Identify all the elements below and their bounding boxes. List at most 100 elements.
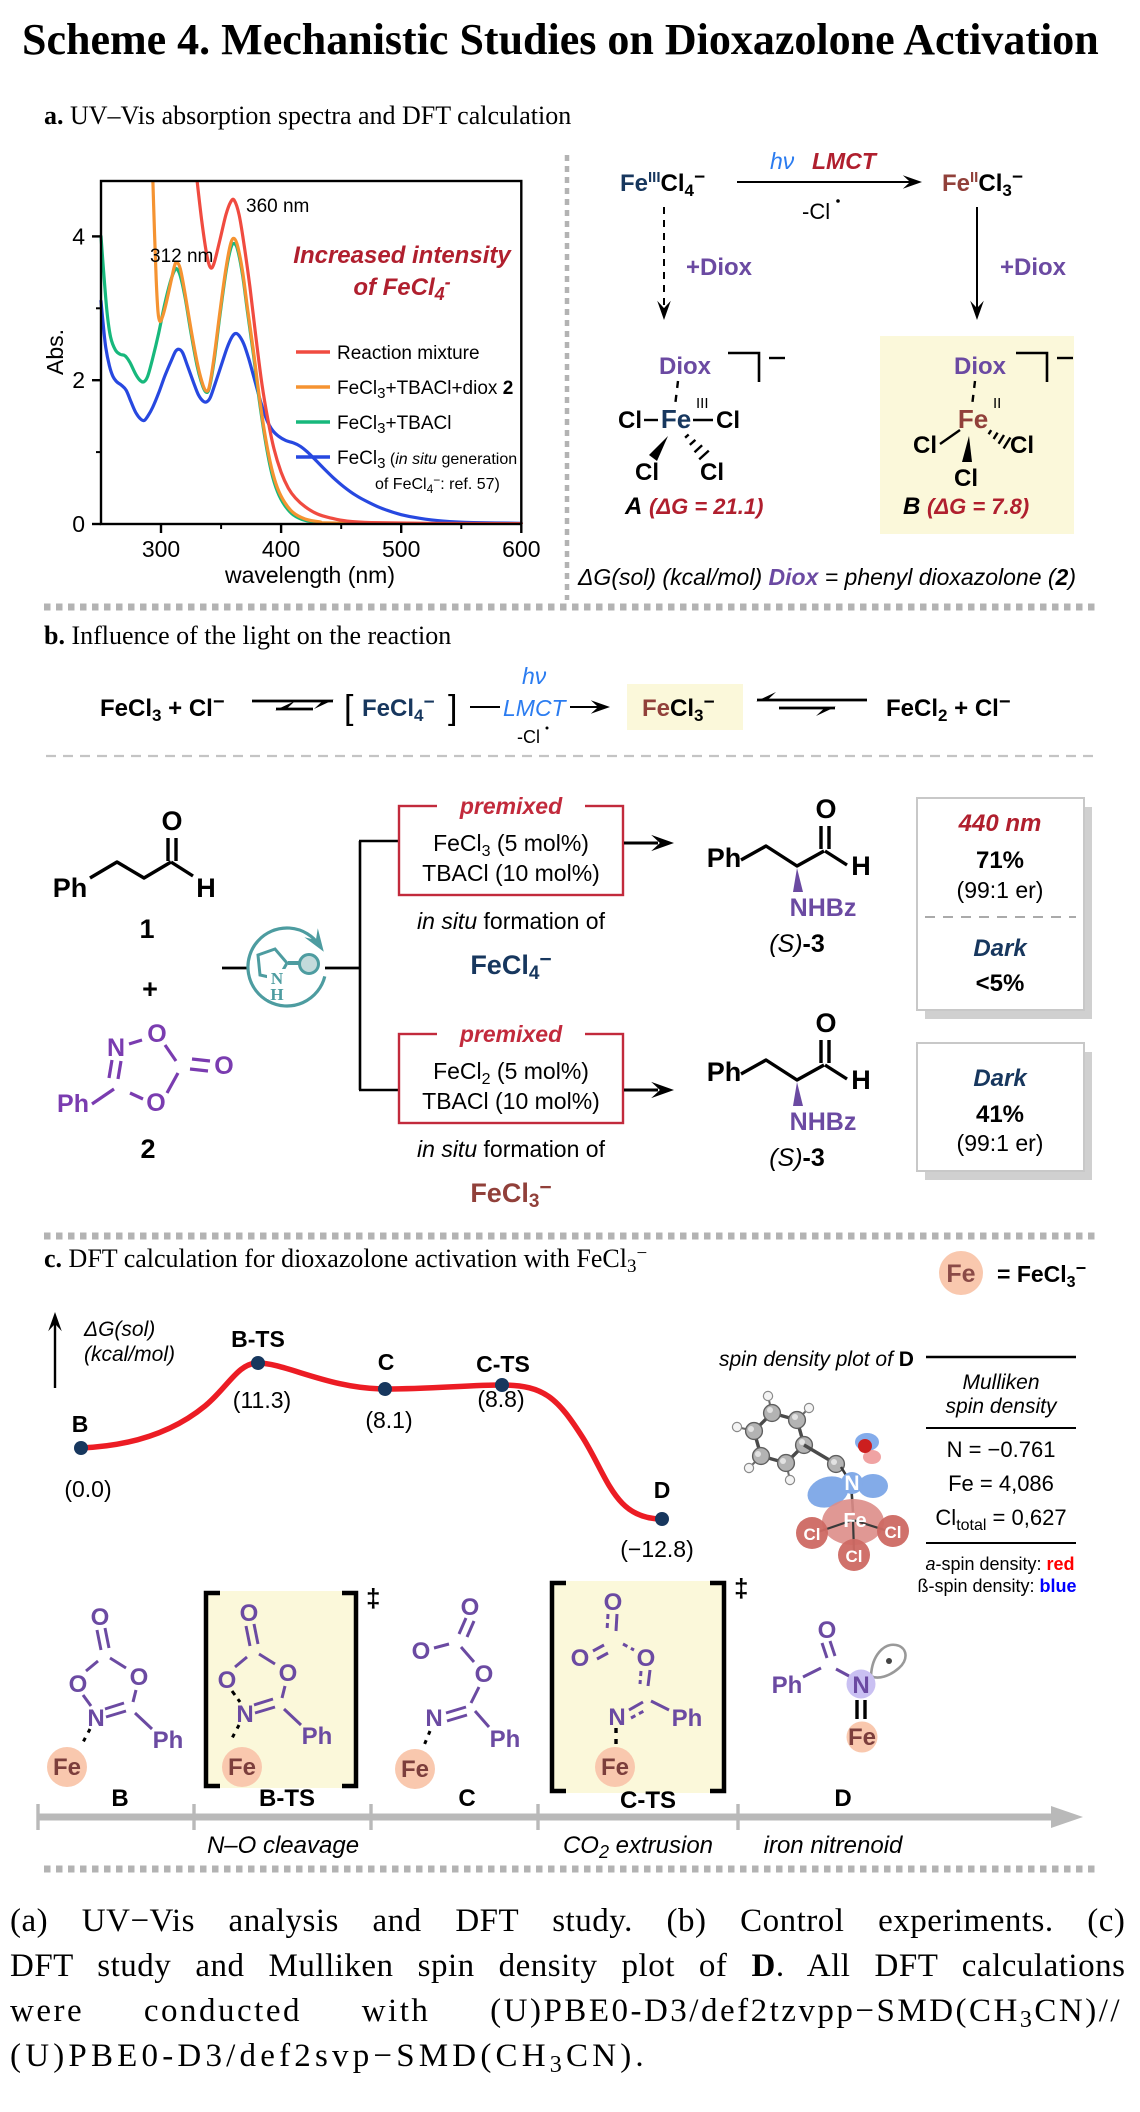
svg-text:O: O xyxy=(147,1020,166,1048)
svg-text:Cltotal = 0,627: Cltotal = 0,627 xyxy=(935,1505,1066,1534)
svg-text:premixed: premixed xyxy=(459,793,563,819)
svg-text:‡: ‡ xyxy=(366,1583,380,1613)
svg-text:Cl: Cl xyxy=(954,465,978,492)
svg-text:O: O xyxy=(815,1008,836,1038)
svg-text:[: [ xyxy=(344,689,354,727)
svg-text:FeCl3+TBACl+diox 2: FeCl3+TBACl+diox 2 xyxy=(337,378,513,402)
svg-text:O: O xyxy=(91,1604,110,1631)
svg-text:C: C xyxy=(378,1349,395,1375)
svg-text:Abs.: Abs. xyxy=(42,329,68,375)
svg-text:FeCl3 (5 mol%): FeCl3 (5 mol%) xyxy=(433,830,589,860)
svg-text:600: 600 xyxy=(502,536,540,562)
svg-text:LMCT: LMCT xyxy=(503,695,568,721)
svg-text:iron nitrenoid: iron nitrenoid xyxy=(764,1832,903,1859)
svg-text:N: N xyxy=(852,1672,869,1699)
svg-text:312 nm: 312 nm xyxy=(150,246,213,267)
svg-text:Fe: Fe xyxy=(601,1754,629,1781)
svg-text:O: O xyxy=(571,1645,590,1672)
svg-text:O: O xyxy=(412,1638,431,1665)
svg-text:Fe: Fe xyxy=(848,1724,876,1751)
svg-text:Cl: Cl xyxy=(913,432,937,459)
svg-text:D: D xyxy=(654,1477,671,1503)
svg-text:400: 400 xyxy=(262,536,300,562)
svg-text:hν: hν xyxy=(770,148,795,174)
svg-text:O: O xyxy=(146,1089,165,1117)
svg-text:TBACl (10 mol%): TBACl (10 mol%) xyxy=(422,860,600,886)
svg-text:FeCl3−: FeCl3− xyxy=(642,692,715,725)
svg-text:O: O xyxy=(218,1667,237,1694)
svg-text:Ph: Ph xyxy=(490,1726,521,1753)
svg-text:wavelength (nm): wavelength (nm) xyxy=(224,562,395,588)
svg-text:O: O xyxy=(815,794,836,824)
svg-text:Fe: Fe xyxy=(843,1510,866,1532)
svg-text:Ph: Ph xyxy=(772,1672,803,1699)
svg-text:in situ formation of: in situ formation of xyxy=(417,908,606,934)
svg-text:(S)-3: (S)-3 xyxy=(769,1144,825,1172)
svg-text:]: ] xyxy=(448,689,457,727)
svg-text:Diox: Diox xyxy=(659,353,712,380)
svg-text:N: N xyxy=(844,1472,859,1495)
svg-text:0: 0 xyxy=(72,511,85,537)
svg-text:360 nm: 360 nm xyxy=(246,196,309,217)
svg-text:N: N xyxy=(107,1034,125,1062)
svg-text:were conducted with (U)PBE0-D3: were conducted with (U)PBE0-D3/def2tzvpp… xyxy=(10,1993,1122,2033)
svg-text:III: III xyxy=(696,395,709,412)
svg-text:Ph: Ph xyxy=(707,843,742,873)
svg-text:(11.3): (11.3) xyxy=(233,1387,291,1413)
svg-text:O: O xyxy=(279,1660,298,1687)
svg-text:of FeCl4−: ref. 57): of FeCl4−: ref. 57) xyxy=(375,473,500,496)
svg-text:Ph: Ph xyxy=(672,1705,703,1732)
svg-text:hν: hν xyxy=(522,663,547,689)
svg-text:Reaction mixture: Reaction mixture xyxy=(337,343,480,364)
svg-text:O: O xyxy=(69,1671,88,1698)
svg-text:N–O cleavage: N–O cleavage xyxy=(207,1832,359,1859)
svg-text:B: B xyxy=(111,1785,128,1812)
svg-text:Fe: Fe xyxy=(661,404,691,434)
svg-text:O: O xyxy=(818,1617,837,1644)
svg-text:b. Influence of the light on t: b. Influence of the light on the reactio… xyxy=(44,621,451,650)
svg-text:Fe: Fe xyxy=(958,404,988,434)
svg-text:H: H xyxy=(851,851,871,881)
svg-text:in situ formation of: in situ formation of xyxy=(417,1136,606,1162)
svg-text:TBACl (10 mol%): TBACl (10 mol%) xyxy=(422,1088,600,1114)
svg-text:H: H xyxy=(851,1065,871,1095)
svg-text:FeCl3 + Cl−: FeCl3 + Cl− xyxy=(100,691,225,725)
svg-text:a-spin density: red: a-spin density: red xyxy=(925,1554,1074,1574)
svg-text:ß-spin density: blue: ß-spin density: blue xyxy=(917,1576,1076,1596)
svg-text:(8.8): (8.8) xyxy=(477,1386,524,1412)
svg-text:2: 2 xyxy=(72,367,85,393)
svg-text:(S)-3: (S)-3 xyxy=(769,930,825,958)
svg-text:<5%: <5% xyxy=(976,970,1025,997)
svg-text:O: O xyxy=(604,1589,623,1616)
svg-text:of FeCl4-: of FeCl4- xyxy=(353,272,450,304)
svg-text:B: B xyxy=(72,1411,89,1437)
svg-text:-Cl: -Cl xyxy=(802,199,830,224)
svg-text:FeCl3+TBACl: FeCl3+TBACl xyxy=(337,413,451,437)
svg-text:NHBz: NHBz xyxy=(790,894,857,922)
svg-text:CO2 extrusion: CO2 extrusion xyxy=(563,1832,713,1862)
svg-text:Fe: Fe xyxy=(53,1754,81,1781)
svg-text:(8.1): (8.1) xyxy=(365,1407,412,1433)
svg-text:1: 1 xyxy=(139,914,154,944)
svg-text:N = −0.761: N = −0.761 xyxy=(947,1437,1056,1462)
svg-text:Ph: Ph xyxy=(153,1727,184,1754)
svg-text:D: D xyxy=(834,1785,851,1812)
svg-text:+Diox: +Diox xyxy=(1000,254,1067,281)
svg-text:71%: 71% xyxy=(976,847,1024,874)
svg-text:(0.0): (0.0) xyxy=(64,1476,111,1502)
svg-text:Ph: Ph xyxy=(53,873,88,903)
svg-text:N: N xyxy=(425,1705,442,1732)
svg-text:(99:1 er): (99:1 er) xyxy=(957,1130,1044,1156)
svg-text:ΔG(sol): ΔG(sol) xyxy=(83,1318,155,1341)
svg-text:H: H xyxy=(270,985,283,1004)
svg-text:Ph: Ph xyxy=(302,1723,333,1750)
svg-text:Dark: Dark xyxy=(973,935,1028,962)
svg-text:Cl: Cl xyxy=(1010,432,1034,459)
svg-text:41%: 41% xyxy=(976,1101,1024,1128)
svg-text:500: 500 xyxy=(382,536,420,562)
svg-text:Cl: Cl xyxy=(804,1525,821,1544)
svg-text:Mulliken: Mulliken xyxy=(962,1371,1039,1394)
svg-text:N: N xyxy=(608,1704,625,1731)
svg-text:Fe: Fe xyxy=(228,1754,256,1781)
svg-text:DFT study and Mulliken spin de: DFT study and Mulliken spin density plot… xyxy=(10,1948,1125,1984)
